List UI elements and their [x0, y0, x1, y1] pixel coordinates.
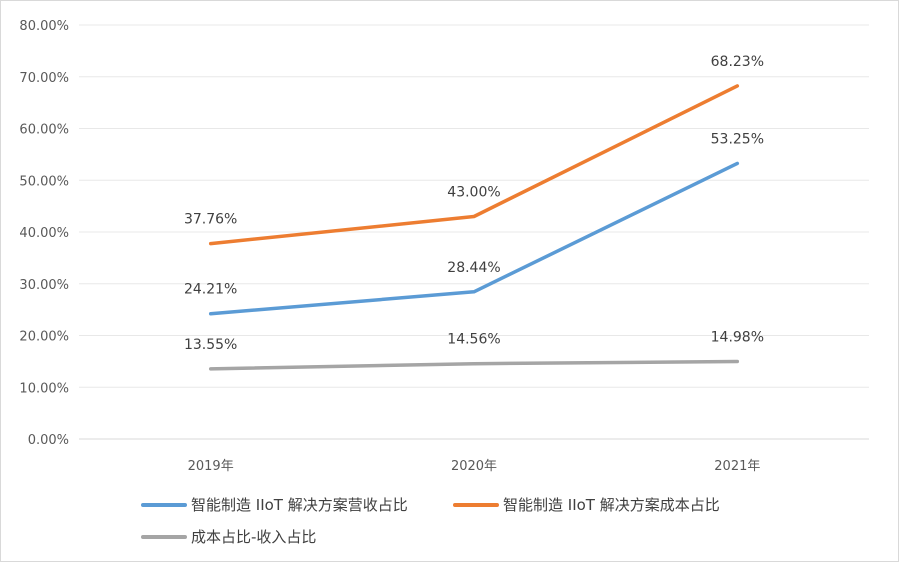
legend-item-revenue-share: 智能制造 IIoT 解决方案营收占比	[141, 494, 408, 515]
data-label: 43.00%	[447, 184, 500, 200]
x-tick-label: 2021年	[714, 459, 760, 474]
x-axis-ticks: 2019年 2020年 2021年	[188, 459, 761, 474]
data-label: 24.21%	[184, 282, 237, 298]
series-line-1	[208, 84, 740, 246]
y-tick-label: 70.00%	[19, 71, 69, 86]
data-label: 68.23%	[711, 54, 764, 70]
legend-swatch-cost-share	[453, 502, 499, 507]
legend-item-cost-share: 智能制造 IIoT 解决方案成本占比	[453, 494, 720, 515]
x-tick-label: 2019年	[188, 459, 234, 474]
legend-item-difference: 成本占比-收入占比	[141, 526, 316, 547]
legend: 智能制造 IIoT 解决方案营收占比 智能制造 IIoT 解决方案成本占比 成本…	[1, 489, 899, 559]
y-tick-label: 0.00%	[28, 433, 69, 448]
data-label: 37.76%	[184, 212, 237, 228]
series-line-2	[208, 359, 740, 371]
data-label: 13.55%	[184, 337, 237, 353]
legend-label-difference: 成本占比-收入占比	[191, 528, 317, 546]
y-tick-label: 30.00%	[19, 278, 69, 293]
legend-label-revenue-share: 智能制造 IIoT 解决方案营收占比	[191, 496, 408, 514]
data-labels: 24.21% 28.44% 53.25% 37.76% 43.00% 68.23% 13.5…	[184, 54, 764, 353]
series-line-0	[208, 161, 740, 316]
y-tick-label: 50.00%	[19, 174, 69, 189]
gridlines	[79, 24, 869, 440]
data-label: 14.98%	[711, 329, 764, 345]
y-tick-label: 10.00%	[19, 381, 69, 396]
data-label: 53.25%	[711, 131, 764, 147]
series-lines	[208, 84, 740, 371]
y-tick-label: 40.00%	[19, 226, 69, 241]
data-label: 14.56%	[447, 332, 500, 348]
legend-swatch-revenue-share	[141, 502, 187, 507]
y-tick-label: 60.00%	[19, 123, 69, 138]
x-tick-label: 2020年	[451, 459, 497, 474]
data-label: 28.44%	[447, 260, 500, 276]
legend-label-cost-share: 智能制造 IIoT 解决方案成本占比	[503, 496, 720, 514]
y-tick-label: 80.00%	[19, 19, 69, 34]
legend-swatch-difference	[141, 534, 187, 539]
y-axis-ticks: 0.00% 10.00% 20.00% 30.00% 40.00% 50.00% 60.00…	[19, 19, 69, 448]
plot-area: 0.00% 10.00% 20.00% 30.00% 40.00% 50.00% 60.00…	[19, 19, 869, 474]
y-tick-label: 20.00%	[19, 330, 69, 345]
